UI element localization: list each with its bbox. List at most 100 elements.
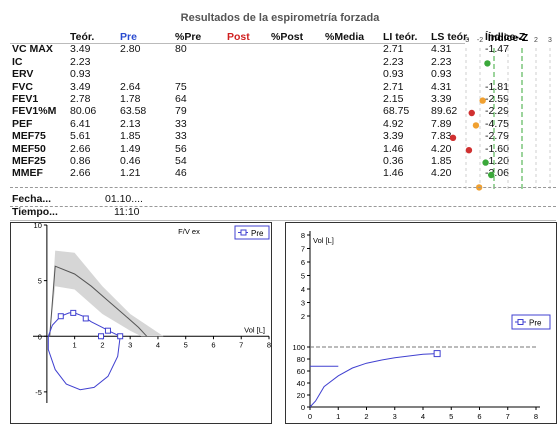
cell-pct-post (269, 155, 323, 167)
table-header-row: Teór. Pre %Pre Post %Post %Media LI teór… (10, 31, 527, 43)
cell-pct-media (323, 118, 381, 130)
vt-legend-label: Pre (529, 319, 542, 328)
vt-x-tick-label: 6 (477, 412, 481, 421)
table-row: PEF 6.41 2.13 33 4.92 7.89 -4.75 (10, 118, 527, 130)
cell-li: 0.93 (383, 68, 404, 81)
vt-y-tick-label: 2 (301, 312, 305, 321)
cell-li: 3.39 (383, 130, 404, 143)
fv-x-tick-label: 5 (184, 340, 188, 349)
info-divider-bottom (10, 220, 556, 221)
vt-y-tick-label: 8 (301, 231, 305, 240)
cell-post (225, 56, 269, 68)
header-pre: Pre (120, 31, 137, 43)
flow-volume-chart: 10 5 0 -5 1 2 3 4 5 6 7 8 F/V ex Vol [L] Pre (33, 221, 271, 403)
cell-ls: 89.62 (431, 105, 458, 118)
cell-pre (118, 68, 173, 80)
flow-volume-panel: 10 5 0 -5 1 2 3 4 5 6 7 8 F/V ex Vol [L] Pre (10, 221, 272, 424)
fv-pre-marker (57, 313, 64, 320)
cell-pct-pre: 79 (175, 105, 187, 118)
table-row: IC 2.23 2.23 2.23 (10, 56, 527, 68)
cell-pct-media (323, 68, 381, 80)
vt-pct-tick-label: 40 (297, 379, 305, 388)
cell-pct-pre (173, 56, 225, 68)
cell-pct-pre: 64 (175, 93, 187, 106)
header-ls: LS teór. (431, 31, 470, 43)
vt-x-tick-label: 2 (364, 412, 368, 421)
cell-li: 2.23 (383, 55, 404, 68)
cell-pct-media (323, 167, 381, 179)
cell-pct-media (323, 143, 381, 155)
cell-pre: 1.85 (120, 130, 141, 143)
cell-pct-post (269, 118, 323, 130)
cell-pct-post (269, 130, 323, 142)
z-tick-label: 3 (548, 37, 552, 44)
table-row: VC MÁX 3.49 2.80 80 2.71 4.31 -1.47 (10, 43, 527, 55)
cell-pct-pre: 56 (175, 142, 187, 155)
cell-ls: 2.23 (431, 55, 452, 68)
param-name: IC (12, 55, 23, 68)
cell-pct-pre: 75 (175, 80, 187, 93)
cell-pct-post (269, 143, 323, 155)
param-name: PEF (12, 117, 33, 130)
fv-pre-marker (70, 309, 77, 316)
cell-pre: 2.13 (120, 117, 141, 130)
cell-pct-pre: 33 (175, 117, 187, 130)
table-row: FEV1 2.78 1.78 64 2.15 3.39 -2.59 (10, 93, 527, 105)
cell-post (225, 93, 269, 105)
cell-teor: 0.86 (70, 155, 91, 168)
cell-ls: 7.89 (431, 117, 452, 130)
cell-post (225, 143, 269, 155)
cell-li: 4.92 (383, 117, 404, 130)
fecha-label: Fecha... (12, 193, 52, 205)
header-teor: Teór. (70, 31, 95, 43)
cell-pre: 2.64 (120, 80, 141, 93)
cell-ls: 7.83 (431, 130, 452, 143)
cell-pct-media (323, 130, 381, 142)
cell-pre: 2.80 (120, 43, 141, 56)
vt-pct-tick-label: 60 (297, 367, 305, 376)
cell-pct-pre (173, 68, 225, 80)
header-empty (10, 31, 68, 43)
cell-pct-pre: 80 (175, 43, 187, 56)
cell-ls: 4.31 (431, 43, 452, 56)
cell-teor: 0.93 (70, 68, 91, 81)
vt-x-tick-label: 0 (308, 412, 312, 421)
cell-ls: 1.85 (431, 155, 452, 168)
fv-y-tick-label: 0 (38, 332, 42, 341)
cell-pre (118, 56, 173, 68)
z-score-dot (450, 134, 457, 141)
cell-pct-media (323, 155, 381, 167)
cell-pre: 0.46 (120, 155, 141, 168)
cell-post (225, 81, 269, 93)
fv-y-tick-label: -5 (35, 388, 42, 397)
cell-teor: 2.66 (70, 167, 91, 180)
tiempo-label: Tiempo... (12, 206, 58, 218)
fv-pre-marker (117, 333, 124, 340)
cell-li: 2.71 (383, 80, 404, 93)
cell-teor: 2.66 (70, 142, 91, 155)
cell-teor: 2.78 (70, 93, 91, 106)
cell-pct-post (269, 68, 323, 80)
cell-post (225, 130, 269, 142)
z-chart-title: Índice-Z (488, 31, 529, 44)
vt-pct-tick-label: 0 (301, 403, 305, 412)
cell-teor: 2.23 (70, 55, 91, 68)
page-title: Resultados de la espirometría forzada (180, 12, 380, 24)
vt-legend: Pre (511, 314, 551, 330)
header-pct-pre: %Pre (175, 31, 202, 43)
fv-x-tick-label: 4 (156, 340, 160, 349)
fv-predicted-band (49, 250, 164, 337)
header-divider (10, 43, 465, 44)
fv-legend-marker (240, 229, 247, 236)
z-score-dot (488, 171, 495, 179)
cell-z: -4.75 (485, 117, 509, 130)
cell-z: -1.47 (485, 43, 509, 56)
fv-pre-marker (82, 315, 89, 322)
fv-x-tick-label: 3 (128, 340, 132, 349)
vt-pre-marker (433, 350, 441, 358)
fv-y-tick-label: 10 (34, 223, 42, 230)
cell-teor: 6.41 (70, 117, 91, 130)
fv-chart-title: F/V ex (178, 227, 200, 236)
cell-teor: 3.49 (70, 80, 91, 93)
